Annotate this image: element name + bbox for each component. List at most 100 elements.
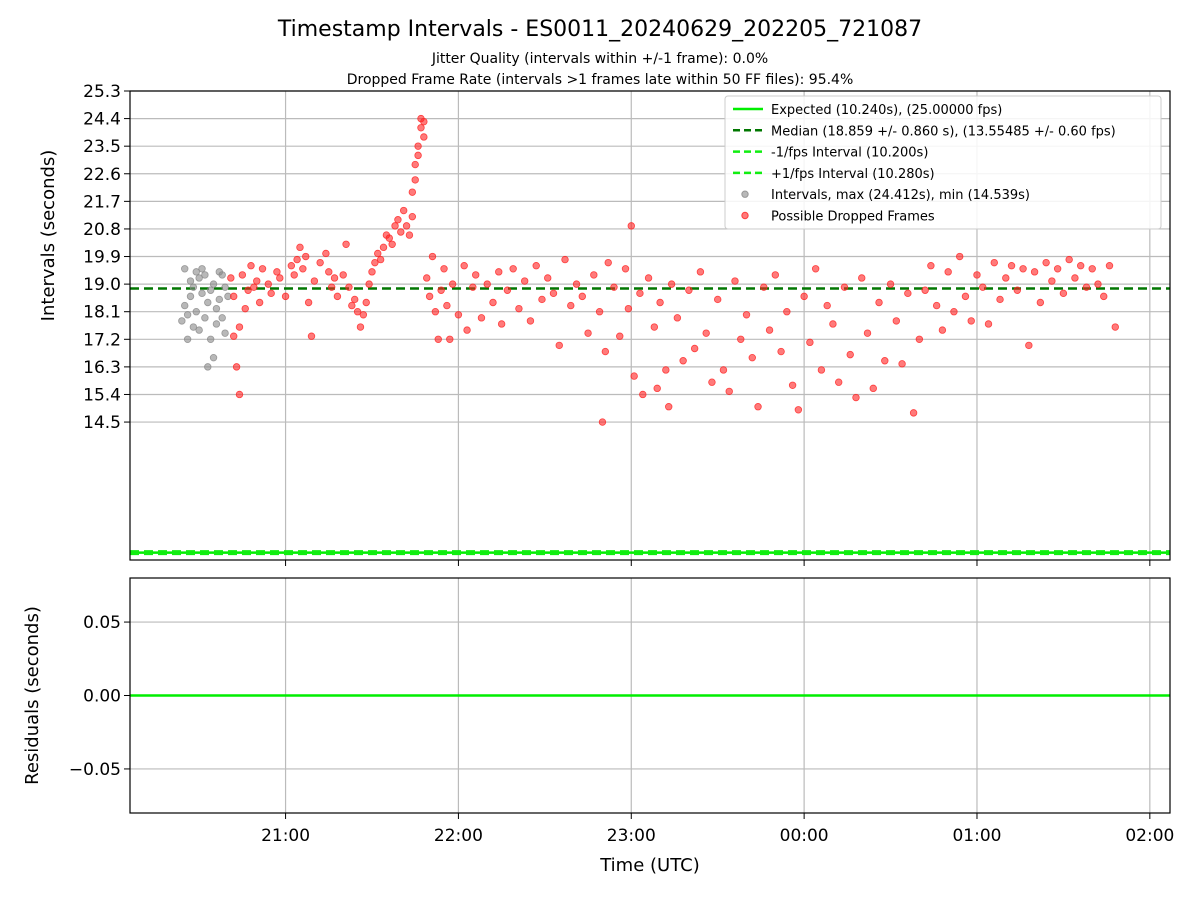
dropped-frame-point (584, 329, 592, 337)
y-tick-label: 15.4 (83, 385, 121, 405)
dropped-frame-point (526, 317, 535, 325)
dropped-frame-point (898, 360, 906, 368)
dropped-frame-point (950, 308, 958, 316)
dropped-frame-point (489, 298, 497, 307)
dropped-frame-point (624, 304, 633, 313)
interval-point (189, 323, 198, 331)
interval-point (204, 298, 212, 307)
dropped-frame-point (230, 292, 238, 301)
dropped-frame-point (794, 406, 803, 414)
dropped-frame-point (385, 234, 393, 242)
dropped-frame-point (463, 326, 471, 334)
dropped-frame-point (1100, 292, 1108, 301)
y-tick-label: 24.4 (83, 110, 121, 130)
interval-point (212, 320, 221, 328)
interval-point (181, 265, 189, 273)
dropped-frame-point (1019, 265, 1027, 273)
dropped-frame-point (881, 357, 889, 365)
dropped-frame-point (411, 176, 419, 184)
dropped-frame-point (961, 292, 970, 301)
dropped-frame-point (1025, 341, 1033, 350)
dropped-frame-point (927, 262, 935, 270)
dropped-frame-point (287, 262, 296, 270)
interval-point (198, 289, 206, 298)
dropped-frame-point (273, 268, 281, 276)
dropped-frame-point (495, 268, 503, 276)
dropped-frame-point (578, 292, 586, 301)
legend-box (724, 95, 1162, 230)
y-tick-label: 0.00 (83, 687, 121, 707)
dropped-frame-point (235, 323, 244, 331)
interval-point (221, 329, 229, 337)
dropped-frame-point (1042, 258, 1050, 267)
interval-point (218, 314, 226, 322)
interval-point (206, 335, 215, 343)
plot-frame (129, 577, 1171, 814)
dropped-frame-point (402, 222, 411, 230)
legend-label: Possible Dropped Frames (771, 210, 935, 225)
dropped-frame-point (760, 283, 768, 291)
legend-swatch-dot (741, 211, 749, 220)
dropped-frame-point (325, 268, 333, 276)
dropped-frame-point (302, 252, 310, 261)
dropped-frame-point (639, 390, 647, 399)
legend-label: Intervals, max (24.412s), min (14.539s) (771, 188, 1030, 203)
y-axis-label: Residuals (seconds) (22, 606, 43, 785)
dropped-frame-point (544, 274, 552, 282)
dropped-frame-point (1048, 277, 1056, 285)
y-tick-label: 16.3 (83, 358, 121, 378)
dropped-frame-point (829, 320, 837, 328)
dropped-frame-point (299, 265, 307, 273)
y-tick-label: 21.7 (83, 192, 121, 212)
dropped-frame-point (515, 304, 523, 313)
dropped-frame-point (440, 265, 448, 273)
interval-point (186, 277, 195, 285)
interval-point (209, 280, 218, 288)
dropped-frame-point (996, 295, 1004, 304)
dropped-frame-point (714, 295, 722, 304)
dropped-frame-point (555, 341, 563, 350)
dropped-frame-point (356, 323, 365, 331)
dropped-frame-point (561, 255, 569, 264)
y-tick-label: 20.8 (83, 220, 121, 240)
y-tick-label: 0.05 (83, 613, 121, 633)
dropped-frame-point (235, 390, 244, 399)
y-tick-label: 25.3 (83, 82, 121, 102)
interval-point (181, 301, 189, 310)
interval-point (218, 271, 226, 279)
dropped-frame-point (454, 311, 463, 319)
dropped-frame-point (509, 265, 517, 273)
dropped-frame-point (1007, 262, 1016, 270)
dropped-frame-point (434, 335, 442, 343)
dropped-frame-point (979, 283, 987, 291)
dropped-frame-point (754, 403, 762, 411)
dropped-frame-point (255, 298, 264, 307)
x-tick-label: 00:00 (780, 826, 829, 846)
legend-label: Expected (10.240s), (25.00000 fps) (771, 103, 1002, 118)
y-tick-label: 17.2 (83, 330, 121, 350)
dropped-frame-point (316, 258, 324, 267)
interval-point (178, 317, 186, 325)
dropped-frame-point (232, 363, 241, 371)
interval-point (201, 271, 209, 279)
interval-point (192, 268, 200, 276)
dropped-frame-point (405, 231, 414, 239)
dropped-frame-point (1071, 274, 1079, 282)
dropped-frame-point (230, 332, 238, 340)
dropped-frame-point (538, 295, 546, 304)
dropped-frame-point (1082, 283, 1091, 291)
dropped-frame-point (667, 280, 676, 288)
dropped-frame-point (621, 265, 630, 273)
dropped-frame-point (777, 347, 785, 356)
dropped-frame-point (388, 240, 396, 248)
dropped-frame-point (348, 301, 356, 310)
interval-point (221, 283, 229, 291)
interval-point (195, 274, 203, 282)
dropped-frame-point (840, 283, 849, 291)
dropped-frame-point (955, 252, 964, 261)
dropped-frame-point (719, 366, 728, 374)
dropped-frame-point (731, 277, 739, 285)
dropped-frame-point (610, 283, 618, 291)
dropped-frame-point (330, 274, 339, 282)
dropped-frame-point (1076, 262, 1085, 270)
